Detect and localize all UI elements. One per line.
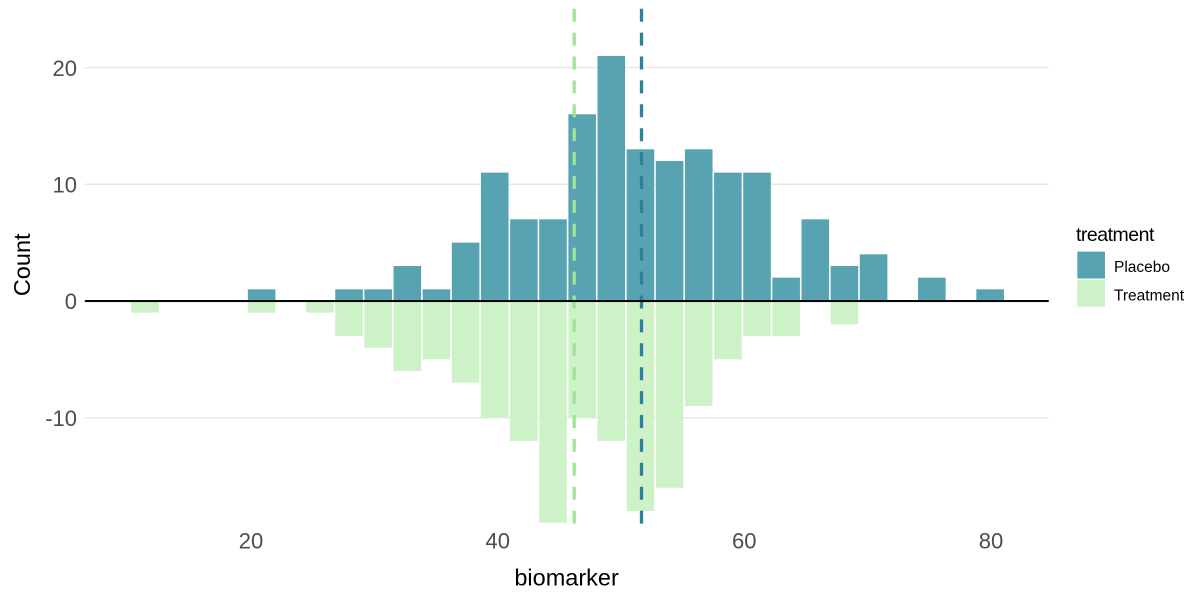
svg-text:80: 80: [979, 528, 1003, 553]
svg-text:0: 0: [65, 289, 77, 314]
svg-text:60: 60: [732, 528, 756, 553]
svg-text:40: 40: [485, 528, 509, 553]
svg-text:Count: Count: [9, 233, 35, 296]
svg-text:Treatment: Treatment: [1114, 287, 1185, 304]
svg-text:treatment: treatment: [1076, 224, 1155, 246]
svg-text:20: 20: [53, 56, 77, 81]
svg-text:biomarker: biomarker: [514, 565, 619, 591]
svg-text:10: 10: [53, 173, 77, 198]
svg-text:Placebo: Placebo: [1114, 259, 1170, 276]
svg-text:20: 20: [239, 528, 263, 553]
svg-text:-10: -10: [45, 406, 77, 431]
